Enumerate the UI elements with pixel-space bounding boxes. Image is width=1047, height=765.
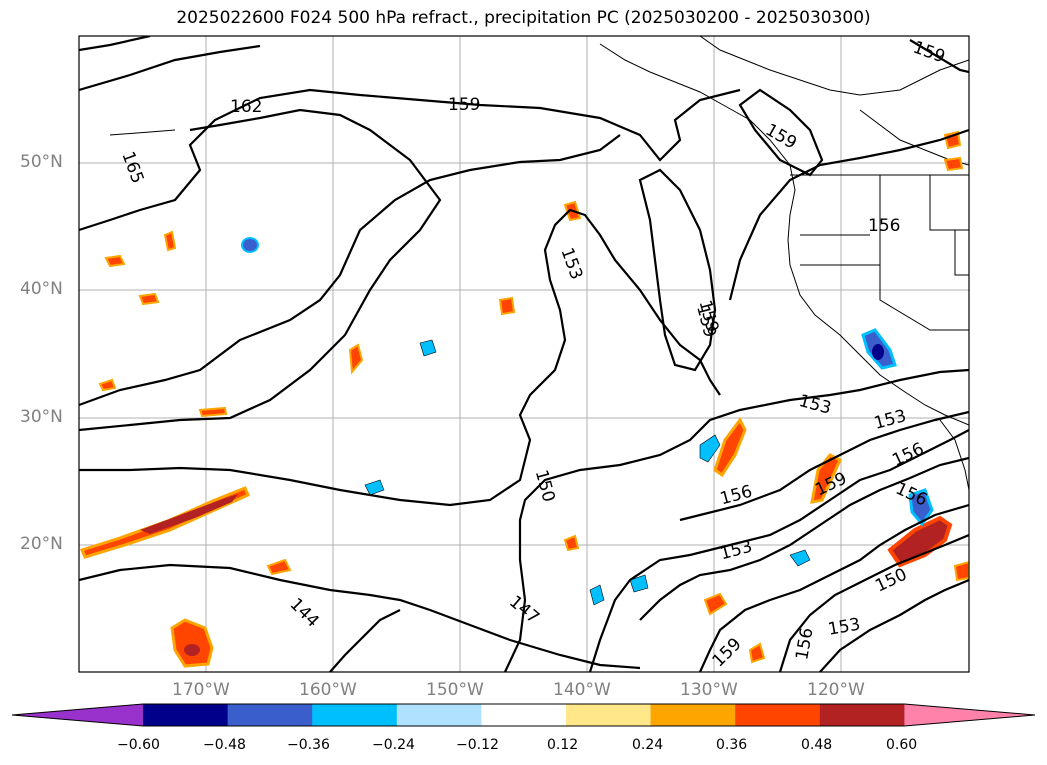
precip-shading: [79, 130, 969, 668]
height-contours: [79, 36, 969, 672]
colorbar-segment: [227, 704, 313, 726]
lon-label: 140°W: [553, 680, 611, 700]
contour-labels: 165 162 159 159 159 159 156 153 159 153 …: [117, 38, 947, 672]
coastline: [109, 36, 969, 491]
graticule: [79, 36, 969, 672]
lat-label: 40°N: [20, 279, 63, 299]
contour-label: 156: [889, 439, 927, 471]
colorbar-tick-label: 0.60: [886, 737, 918, 753]
contour-label: 162: [230, 97, 262, 117]
colorbar-extend-low: [12, 704, 143, 726]
colorbar-tick-label: 0.24: [632, 737, 664, 753]
colorbar-outline: [11, 703, 1036, 727]
contour-label: 153: [556, 245, 586, 282]
contour-label: 156: [868, 216, 900, 236]
lon-label: 150°W: [426, 680, 484, 700]
contour-label: 156: [718, 482, 755, 510]
colorbar-segment: [566, 704, 652, 726]
colorbar-tick-label: −0.36: [287, 737, 330, 753]
map-title: 2025022600 F024 500 hPa refract., precip…: [176, 8, 871, 28]
map-frame: [78, 35, 970, 673]
colorbar-segment: [312, 704, 398, 726]
lon-label: 170°W: [172, 680, 230, 700]
colorbar-tick-label: 0.12: [547, 737, 579, 753]
contour-label: 147: [505, 592, 543, 628]
colorbar-tick-label: −0.60: [117, 737, 160, 753]
colorbar-tick-label: −0.12: [456, 737, 499, 753]
lat-label: 20°N: [20, 534, 63, 554]
lat-label: 30°N: [20, 407, 63, 427]
colorbar: [11, 703, 1036, 727]
colorbar-tick-label: −0.24: [372, 737, 415, 753]
contour-label: 144: [286, 594, 323, 631]
colorbar-tick-label: −0.48: [203, 737, 246, 753]
colorbar-segment: [143, 704, 229, 726]
lon-label: 160°W: [299, 680, 357, 700]
contour-label: 159: [910, 38, 947, 68]
colorbar-segment: [735, 704, 821, 726]
lon-label: 120°W: [807, 680, 865, 700]
colorbar-tick-label: 0.36: [716, 737, 748, 753]
contour-label: 159: [762, 120, 800, 154]
contour-label: 153: [827, 614, 862, 639]
contour-label: 165: [117, 149, 147, 186]
colorbar-segment: [481, 704, 567, 726]
colorbar-tick-label: 0.48: [801, 737, 833, 753]
colorbar-segment: [396, 704, 482, 726]
contour-label: 153: [718, 537, 755, 565]
contour-label: 150: [872, 565, 910, 597]
colorbar-extend-high: [904, 704, 1035, 726]
contour-label: 150: [531, 468, 559, 505]
colorbar-segment: [650, 704, 736, 726]
lat-label: 50°N: [20, 152, 63, 172]
contour-label: 156: [792, 626, 817, 661]
lon-label: 130°W: [680, 680, 738, 700]
contour-label: 159: [448, 95, 480, 115]
colorbar-segment: [819, 704, 905, 726]
